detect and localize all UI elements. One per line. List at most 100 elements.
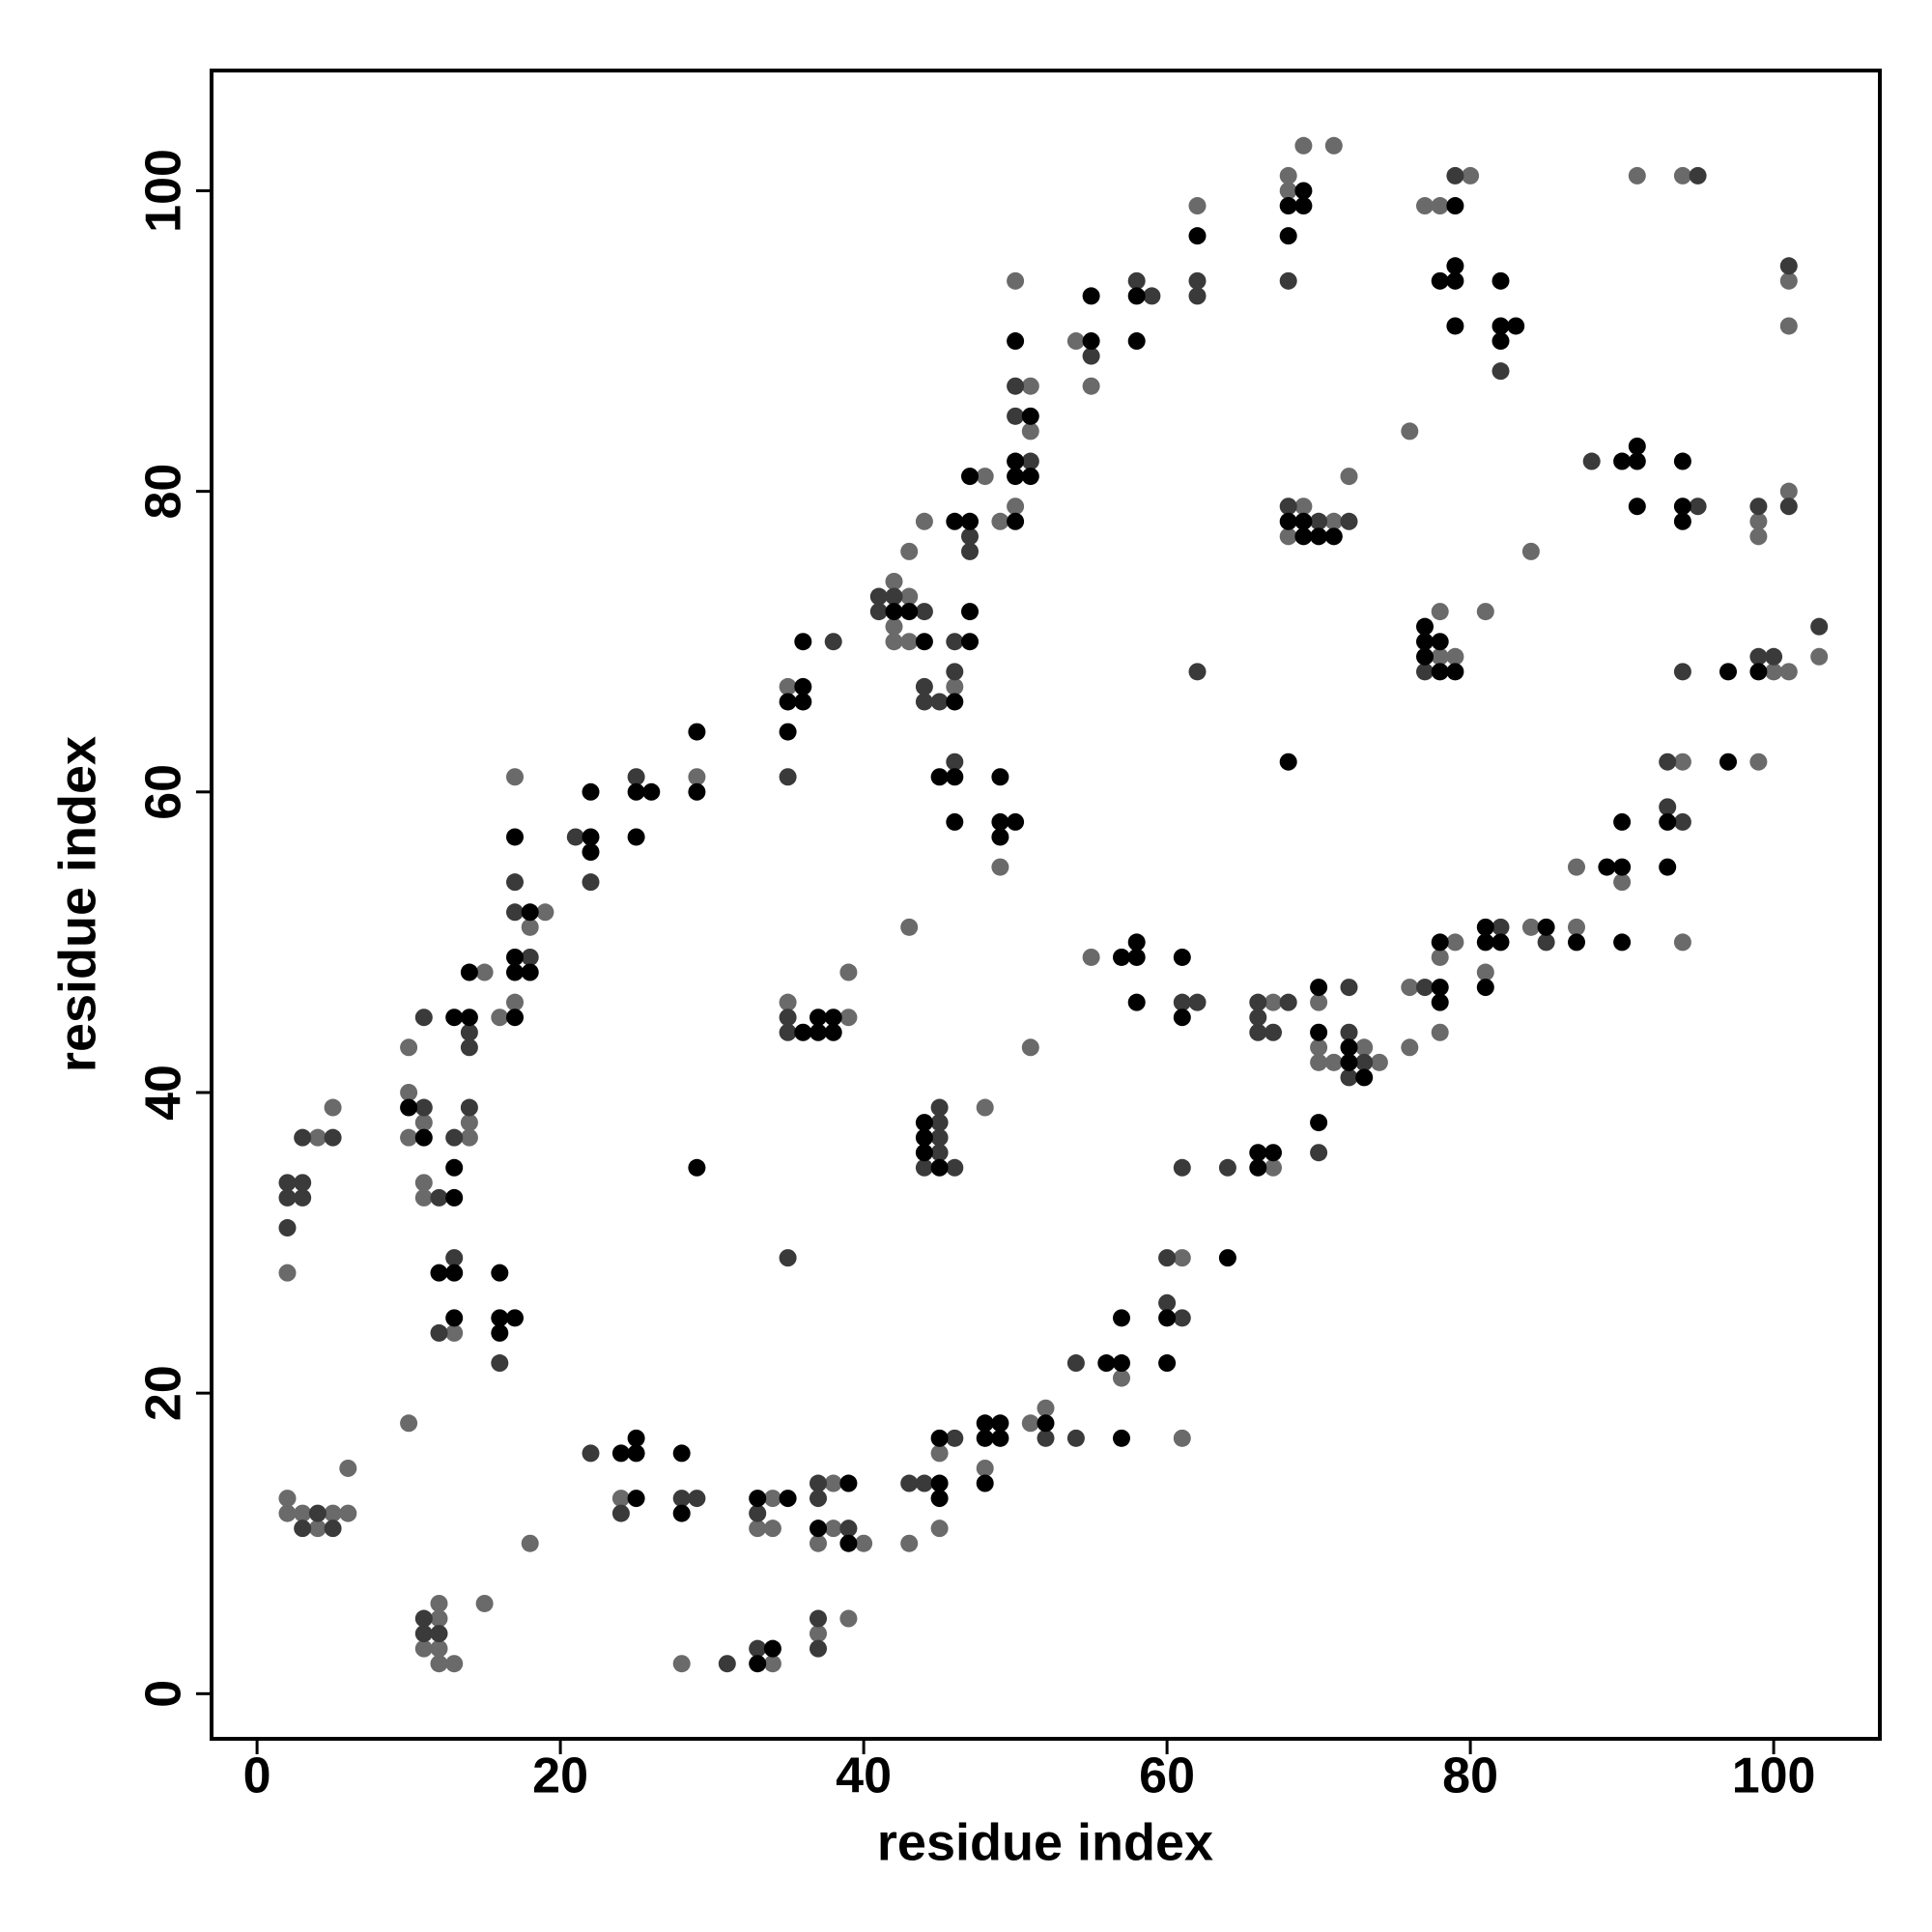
point (1673, 452, 1691, 470)
point (627, 782, 645, 801)
point (1659, 858, 1677, 876)
point (1082, 377, 1100, 395)
point (1446, 317, 1464, 335)
point (445, 1188, 464, 1207)
point (991, 1429, 1009, 1447)
point (810, 1609, 827, 1628)
point (414, 1609, 433, 1628)
point (1294, 512, 1313, 530)
point (672, 1504, 691, 1522)
point (688, 723, 706, 741)
point (1521, 918, 1540, 936)
point (1066, 1354, 1085, 1373)
point (1628, 452, 1646, 470)
point (779, 677, 797, 696)
point (1613, 452, 1632, 470)
point (930, 1490, 949, 1508)
point (1749, 647, 1768, 666)
point (445, 1655, 464, 1673)
point (1476, 933, 1494, 952)
point (627, 828, 645, 846)
point (763, 1520, 781, 1538)
point (779, 993, 797, 1011)
point (582, 843, 600, 862)
point (521, 1534, 539, 1552)
point (1279, 527, 1297, 546)
point (1037, 1429, 1055, 1447)
point (930, 1474, 949, 1492)
point (991, 858, 1009, 876)
point (1446, 933, 1464, 952)
point (794, 633, 812, 651)
point (946, 633, 964, 651)
point (414, 1098, 433, 1117)
point (400, 1128, 418, 1147)
point (824, 1520, 842, 1538)
point (1492, 332, 1510, 351)
plot-frame (210, 69, 1882, 1741)
point (1324, 1053, 1343, 1071)
point (900, 603, 919, 621)
point (946, 512, 964, 530)
point (688, 1158, 706, 1177)
point (582, 1444, 600, 1463)
point (930, 1520, 949, 1538)
point (1446, 197, 1464, 215)
point (779, 1023, 797, 1041)
point (1279, 271, 1297, 290)
point (1279, 166, 1297, 185)
point (582, 782, 600, 801)
point (1310, 1144, 1328, 1162)
point (900, 918, 919, 936)
point (1007, 271, 1025, 290)
point (1007, 497, 1025, 516)
point (294, 1174, 312, 1192)
point (1279, 753, 1297, 771)
point (1143, 287, 1161, 305)
point (521, 918, 539, 936)
point (506, 948, 524, 966)
point (1294, 527, 1313, 546)
point (1264, 993, 1282, 1011)
point (946, 753, 964, 771)
point (1673, 166, 1691, 185)
point (839, 1609, 858, 1628)
point (749, 1639, 767, 1658)
point (1021, 468, 1039, 486)
point (915, 603, 933, 621)
point (1689, 497, 1707, 516)
point (400, 1098, 418, 1117)
point (1294, 197, 1313, 215)
point (1279, 993, 1297, 1011)
point (1431, 663, 1449, 681)
point (1218, 1158, 1236, 1177)
point (506, 1309, 524, 1327)
point (1492, 317, 1510, 335)
point (1613, 858, 1632, 876)
point (1446, 271, 1464, 290)
point (946, 677, 964, 696)
point (1659, 812, 1677, 831)
point (1416, 979, 1434, 997)
point (779, 723, 797, 741)
point (1310, 527, 1328, 546)
point (930, 768, 949, 786)
point (445, 1128, 464, 1147)
point (930, 1114, 949, 1132)
point (1324, 527, 1343, 546)
point (445, 1009, 464, 1027)
point (794, 693, 812, 711)
point (763, 1490, 781, 1508)
point (1431, 633, 1449, 651)
point (1476, 918, 1494, 936)
point (430, 1594, 448, 1612)
point (278, 1504, 297, 1522)
point (1021, 377, 1039, 395)
point (1264, 1023, 1282, 1041)
point (839, 1534, 858, 1552)
point (1462, 166, 1480, 185)
point (1294, 136, 1313, 155)
point (1749, 663, 1768, 681)
point (430, 1323, 448, 1342)
